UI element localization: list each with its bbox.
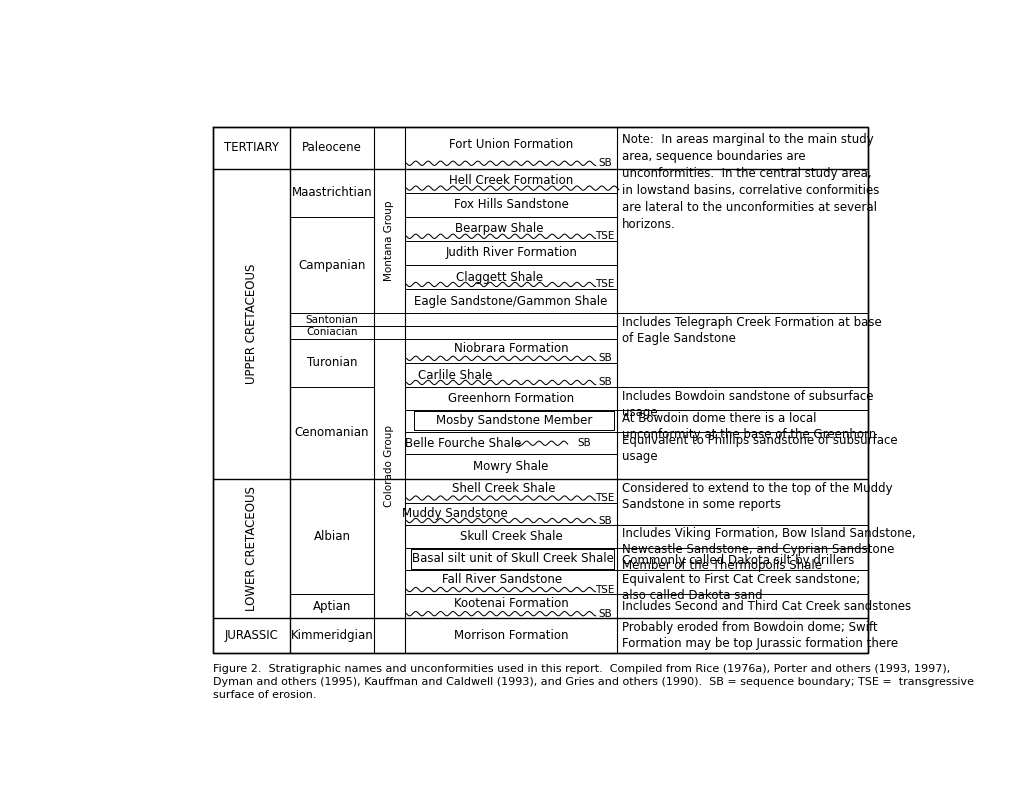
Text: Kimmeridgian: Kimmeridgian: [290, 629, 373, 642]
Text: Claggett Shale: Claggett Shale: [455, 270, 542, 284]
Text: Fort Union Formation: Fort Union Formation: [448, 138, 573, 151]
Text: TSE: TSE: [595, 585, 614, 595]
Text: Basal silt unit of Skull Creek Shale: Basal silt unit of Skull Creek Shale: [412, 552, 613, 565]
Text: Coniacian: Coniacian: [306, 328, 358, 337]
Text: Colorado Group: Colorado Group: [384, 425, 394, 507]
Text: Paleocene: Paleocene: [302, 141, 362, 154]
Text: TSE: TSE: [595, 280, 614, 289]
Text: Includes Viking Formation, Bow Island Sandstone,
Newcastle Sandstone, and Cypria: Includes Viking Formation, Bow Island Sa…: [622, 527, 915, 572]
Text: Maastrichtian: Maastrichtian: [291, 186, 372, 199]
Text: Montana Group: Montana Group: [384, 201, 394, 281]
Text: Judith River Formation: Judith River Formation: [444, 247, 577, 259]
Text: Kootenai Formation: Kootenai Formation: [453, 597, 568, 611]
Text: TSE: TSE: [595, 493, 614, 503]
Text: UPPER CRETACEOUS: UPPER CRETACEOUS: [245, 263, 258, 384]
Text: Morrison Formation: Morrison Formation: [453, 629, 568, 642]
Text: Includes Second and Third Cat Creek sandstones: Includes Second and Third Cat Creek sand…: [622, 600, 910, 613]
Text: TSE: TSE: [595, 232, 614, 241]
Text: SB: SB: [597, 158, 611, 169]
Text: Hell Creek Formation: Hell Creek Formation: [448, 174, 573, 188]
Text: Figure 2.  Stratigraphic names and unconformities used in this report.  Compiled: Figure 2. Stratigraphic names and unconf…: [213, 663, 973, 700]
Text: Includes Telegraph Creek Formation at base
of Eagle Sandstone: Includes Telegraph Creek Formation at ba…: [622, 316, 880, 345]
Text: Santonian: Santonian: [306, 314, 358, 325]
Text: SB: SB: [597, 515, 611, 526]
Text: SB: SB: [597, 377, 611, 388]
Text: Note:  In areas marginal to the main study
area, sequence boundaries are
unconfo: Note: In areas marginal to the main stud…: [622, 133, 878, 231]
Text: Includes Bowdoin sandstone of subsurface
usage: Includes Bowdoin sandstone of subsurface…: [622, 390, 872, 419]
Text: Equivalent to First Cat Creek sandstone;
also called Dakota sand: Equivalent to First Cat Creek sandstone;…: [622, 573, 859, 602]
Text: Bearpaw Shale: Bearpaw Shale: [454, 222, 543, 236]
Text: Skull Creek Shale: Skull Creek Shale: [460, 530, 561, 543]
Text: Shell Creek Shale: Shell Creek Shale: [451, 481, 554, 495]
Text: Niobrara Formation: Niobrara Formation: [453, 342, 568, 355]
Text: Carlile Shale: Carlile Shale: [418, 369, 492, 381]
Text: At Bowdoin dome there is a local
unconformity at the base of the Greenhorn: At Bowdoin dome there is a local unconfo…: [622, 412, 875, 440]
Text: Considered to extend to the top of the Muddy
Sandstone in some reports: Considered to extend to the top of the M…: [622, 481, 892, 511]
Text: Aptian: Aptian: [313, 600, 351, 613]
Text: Campanian: Campanian: [299, 258, 366, 272]
Text: Cenomanian: Cenomanian: [294, 426, 369, 440]
Text: Equilvalent to Phillips sandstone of subsurface
usage: Equilvalent to Phillips sandstone of sub…: [622, 434, 897, 463]
Text: SB: SB: [597, 608, 611, 619]
Text: Muddy Sandstone: Muddy Sandstone: [403, 507, 507, 520]
Text: Belle Fourche Shale: Belle Fourche Shale: [405, 437, 521, 450]
Text: Commonly called Dakota silt by drillers: Commonly called Dakota silt by drillers: [622, 554, 854, 567]
Text: JURASSIC: JURASSIC: [224, 629, 278, 642]
Text: SB: SB: [577, 438, 590, 448]
Text: LOWER CRETACEOUS: LOWER CRETACEOUS: [245, 486, 258, 611]
Text: Probably eroded from Bowdoin dome; Swift
Formation may be top Jurassic formation: Probably eroded from Bowdoin dome; Swift…: [622, 622, 897, 650]
Text: Fox Hills Sandstone: Fox Hills Sandstone: [453, 199, 568, 211]
Text: Mowry Shale: Mowry Shale: [473, 460, 548, 473]
Text: TERTIARY: TERTIARY: [224, 141, 279, 154]
Text: SB: SB: [597, 353, 611, 363]
Text: Eagle Sandstone/Gammon Shale: Eagle Sandstone/Gammon Shale: [414, 295, 607, 307]
Text: Albian: Albian: [313, 530, 351, 543]
Text: Turonian: Turonian: [307, 356, 357, 370]
Text: Fall River Sandstone: Fall River Sandstone: [441, 574, 561, 586]
Text: Greenhorn Formation: Greenhorn Formation: [447, 392, 574, 405]
Text: Mosby Sandstone Member: Mosby Sandstone Member: [435, 414, 592, 427]
